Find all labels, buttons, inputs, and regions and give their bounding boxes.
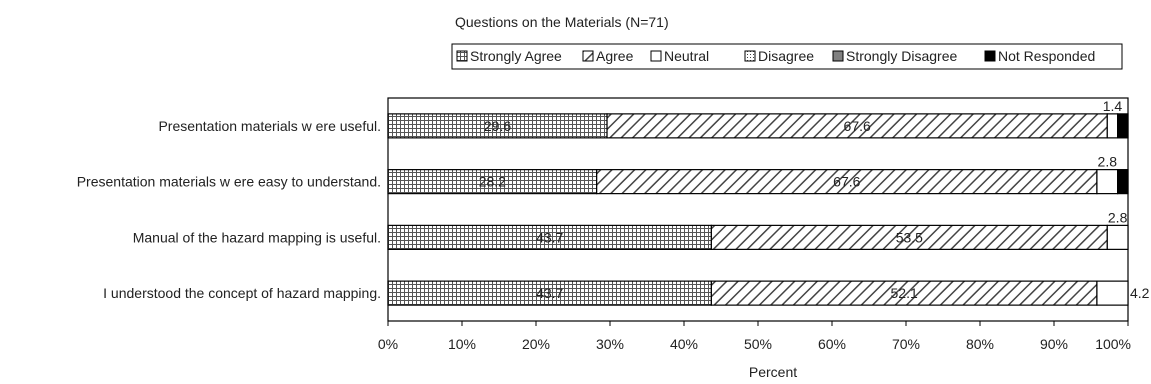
data-label: 43.7: [536, 229, 563, 245]
x-tick-label: 70%: [892, 336, 920, 352]
category-label: I understood the concept of hazard mappi…: [103, 285, 381, 301]
x-tick-label: 60%: [818, 336, 846, 352]
legend: Strongly Agree Agree Neutral Disagree Strong…: [451, 43, 1123, 70]
legend-label-neutral: Neutral: [664, 48, 709, 64]
bar-labels: 29.6 67.6 1.4 28.2 67.6 2.8 43.7 53.5 2.8 43.7 52.…: [479, 98, 1150, 301]
data-label: 52.1: [891, 285, 918, 301]
bar-segment-strongly-agree: [387, 280, 712, 306]
x-axis-ticks: 0% 10% 20% 30% 40% 50% 60% 70% 80% 90% 100%: [378, 321, 1131, 352]
data-label: 1.4: [1103, 98, 1123, 114]
legend-label-agree: Agree: [596, 48, 634, 64]
bar-segment-agree: [596, 169, 1098, 195]
category-labels: Presentation materials w ere useful. Pres…: [77, 118, 381, 301]
legend-box: [451, 43, 1123, 70]
category-label: Presentation materials w ere easy to und…: [77, 174, 381, 190]
bar-segment-neutral: [1096, 169, 1119, 195]
bar-segment-not-responded: [1117, 169, 1129, 195]
data-label: 2.8: [1098, 154, 1118, 170]
data-label: 29.6: [484, 118, 511, 134]
bar-segment-not-responded: [1117, 113, 1129, 139]
x-tick-label: 30%: [596, 336, 624, 352]
data-label: 43.7: [536, 285, 563, 301]
bar-segment-strongly-agree: [387, 224, 712, 250]
legend-label-strongly-agree: Strongly Agree: [470, 48, 562, 64]
legend-swatch-disagree: [744, 50, 756, 62]
data-label: 2.8: [1108, 209, 1128, 225]
x-tick-label: 50%: [744, 336, 772, 352]
data-label: 53.5: [896, 229, 923, 245]
legend-swatch-neutral: [650, 50, 662, 62]
data-label: 67.6: [844, 118, 871, 134]
bar-segment-neutral: [1106, 113, 1119, 139]
bar-segment-strongly-agree: [387, 169, 598, 195]
data-label: 67.6: [833, 174, 860, 190]
chart-title: Questions on the Materials (N=71): [455, 14, 669, 30]
legend-swatch-not-responded: [984, 50, 996, 62]
legend-swatch-strongly-disagree: [832, 50, 844, 62]
category-label: Manual of the hazard mapping is useful.: [133, 229, 381, 245]
bar-segment-neutral: [1096, 280, 1129, 306]
bar-segment-strongly-agree: [387, 113, 608, 139]
category-label: Presentation materials w ere useful.: [158, 118, 381, 134]
x-tick-label: 100%: [1095, 336, 1131, 352]
legend-label-disagree: Disagree: [758, 48, 814, 64]
bars: [387, 113, 1129, 306]
data-label: 4.2: [1130, 285, 1150, 301]
bar-segment-neutral: [1106, 224, 1129, 250]
bar-segment-agree: [710, 224, 1108, 250]
legend-label-not-responded: Not Responded: [998, 48, 1095, 64]
legend-label-strongly-disagree: Strongly Disagree: [846, 48, 957, 64]
legend-swatch-agree: [582, 50, 594, 62]
data-label: 28.2: [479, 174, 506, 190]
x-tick-label: 40%: [670, 336, 698, 352]
x-tick-label: 90%: [1040, 336, 1068, 352]
x-tick-label: 10%: [448, 336, 476, 352]
x-axis-label: Percent: [749, 364, 797, 380]
x-tick-label: 20%: [522, 336, 550, 352]
x-tick-label: 80%: [966, 336, 994, 352]
legend-swatch-strongly-agree: [456, 50, 468, 62]
x-tick-label: 0%: [378, 336, 398, 352]
